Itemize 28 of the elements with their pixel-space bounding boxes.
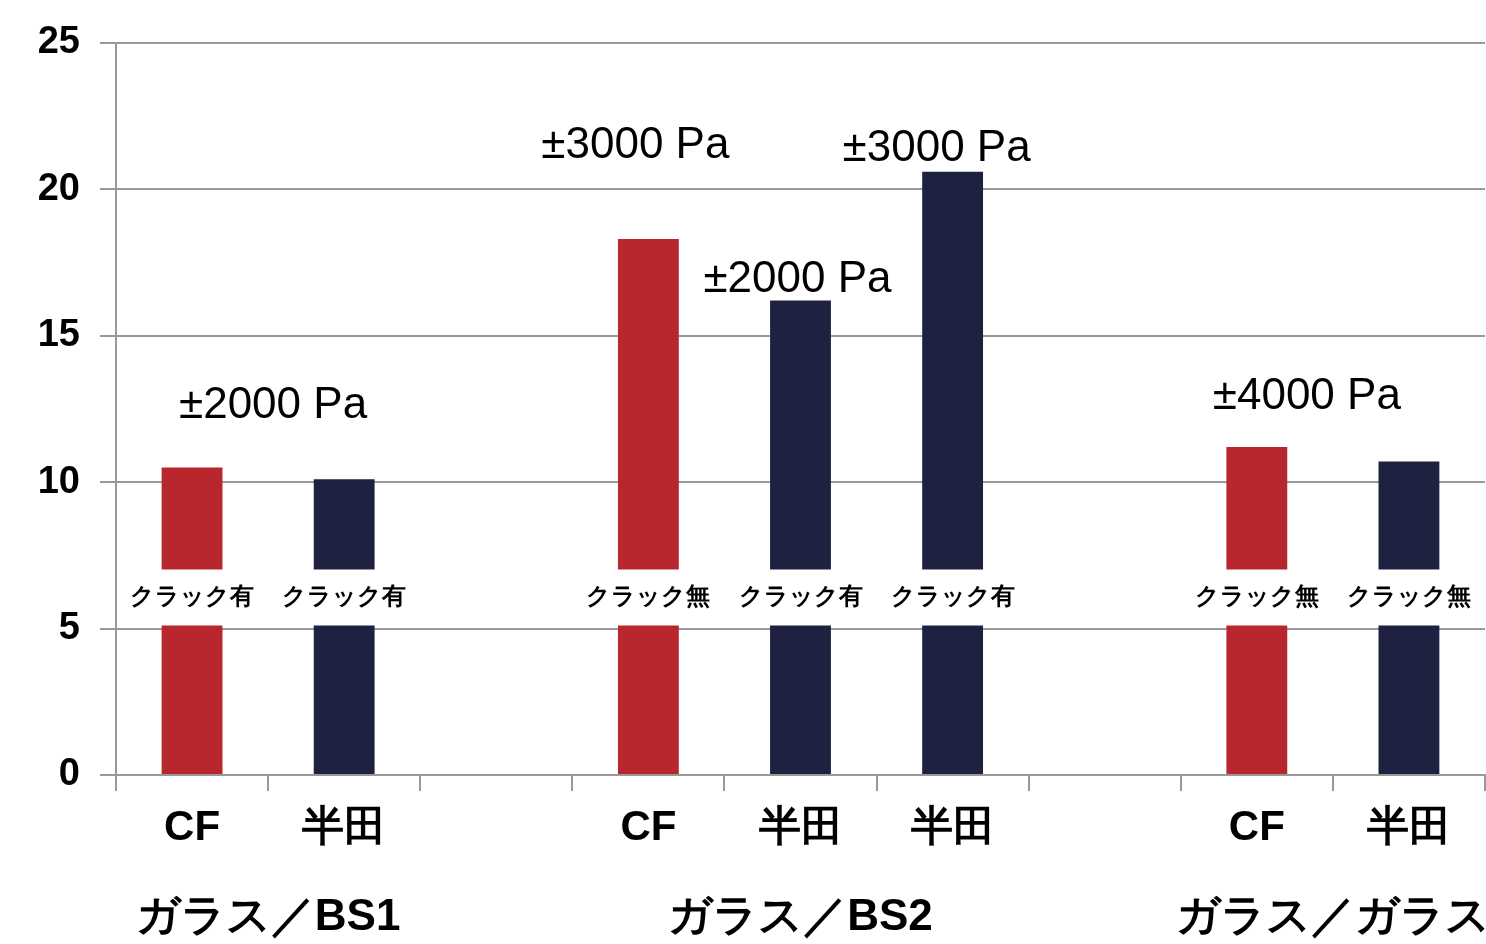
text: ガラス／BS1 — [135, 890, 401, 940]
x-tick-label: 半田 — [301, 801, 387, 849]
text: ガラス／BS2 — [668, 890, 933, 940]
y-tick-label: 0 — [58, 751, 80, 794]
annotation: ±2000 Pa — [179, 377, 368, 427]
annotation: ±4000 Pa — [1212, 369, 1402, 419]
annotation: クラック有 — [890, 582, 1015, 610]
annotation: ±2000 Pa — [703, 251, 893, 301]
x-tick-label: CF — [1228, 801, 1285, 849]
y-tick-label: 5 — [58, 605, 80, 648]
annotation: クラック無 — [1194, 582, 1319, 610]
annotation: クラック無 — [1346, 582, 1471, 610]
text: ガラス／ガラス — [1175, 890, 1486, 940]
annotation: クラック有 — [282, 582, 407, 610]
x-tick-label: 半田 — [1365, 801, 1451, 849]
annotation: クラック有 — [738, 582, 863, 610]
y-tick-label: 25 — [37, 19, 80, 62]
x-tick-label: 半田 — [757, 801, 843, 849]
annotation: ±3000 Pa — [541, 118, 730, 168]
annotation: ±3000 Pa — [842, 120, 1032, 170]
y-tick-label: 20 — [37, 165, 80, 208]
y-tick-label: 15 — [37, 312, 80, 355]
x-tick-label: 半田 — [909, 801, 995, 849]
annotation: クラック有 — [130, 582, 255, 610]
x-tick-label: CF — [164, 801, 221, 849]
x-tick-label: CF — [620, 801, 677, 849]
y-tick-label: 10 — [37, 458, 80, 501]
annotation: クラック無 — [586, 582, 711, 610]
